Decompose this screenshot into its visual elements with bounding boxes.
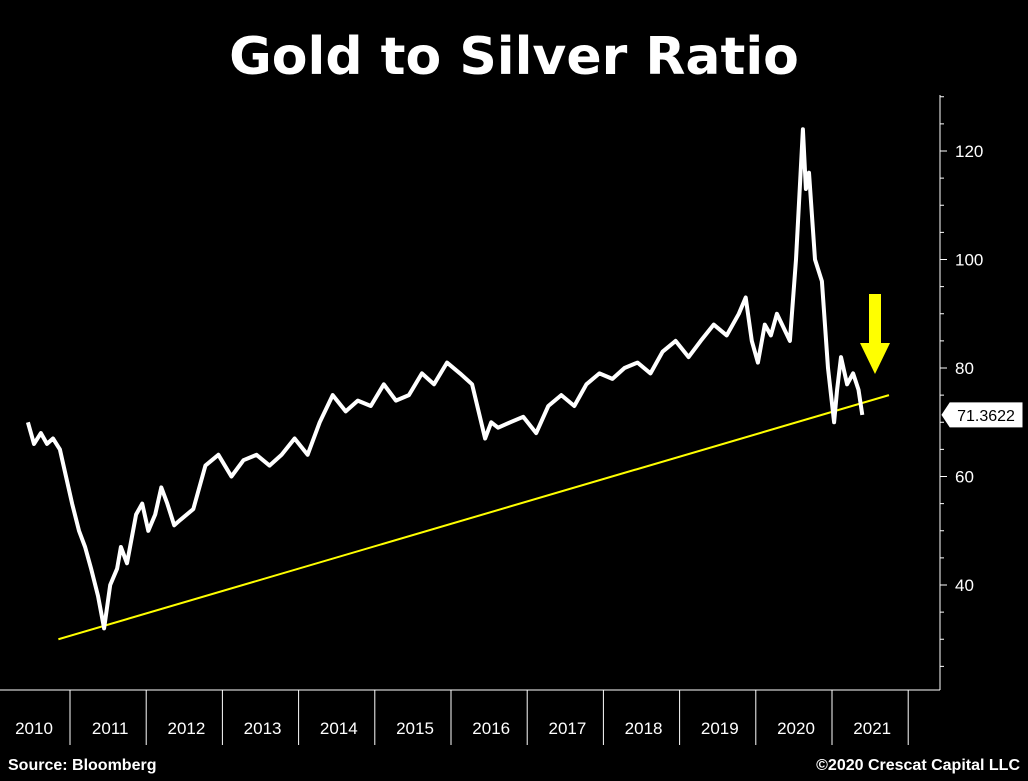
last-value-tag (941, 402, 1023, 428)
x-tick-label: 2013 (244, 719, 282, 738)
annotation-layer: 71.3622 (860, 294, 1023, 428)
x-tick-label: 2016 (472, 719, 510, 738)
x-tick-label: 2010 (15, 719, 53, 738)
x-tick-label: 2019 (701, 719, 739, 738)
copyright-note: ©2020 Crescat Capital LLC (816, 757, 1020, 774)
ratio-series-line (25, 127, 865, 631)
last-value-label: 71.3622 (957, 408, 1015, 425)
x-tick-label: 2011 (92, 719, 129, 738)
trendline-layer (58, 394, 890, 641)
y-tick-label: 60 (955, 468, 974, 487)
y-tick-label: 80 (955, 359, 974, 378)
x-tick-label: 2017 (548, 719, 586, 738)
source-note: Source: Bloomberg (8, 757, 157, 774)
support-trendline (58, 394, 890, 641)
y-tick-label: 120 (955, 142, 983, 161)
chart-title: Gold to Silver Ratio (229, 27, 799, 87)
x-tick-label: 2021 (853, 719, 891, 738)
y-tick-label: 40 (955, 576, 974, 595)
x-tick-label: 2014 (320, 719, 358, 738)
arrow-shaft (869, 294, 881, 344)
x-tick-label: 2015 (396, 719, 434, 738)
down-arrow-icon (860, 343, 890, 374)
x-tick-label: 2012 (167, 719, 205, 738)
y-tick-label: 100 (955, 251, 983, 270)
x-tick-label: 2018 (625, 719, 663, 738)
x-tick-label: 2020 (777, 719, 815, 738)
series-layer (25, 127, 865, 631)
axis-layer: 40 60 80 100 120 2010 2011 2012 2013 2014 2015 2016… (0, 95, 983, 745)
